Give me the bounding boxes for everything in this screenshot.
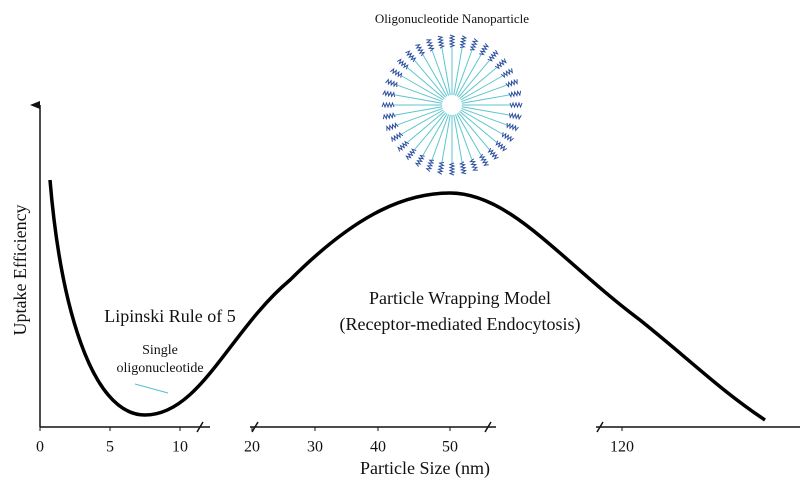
strand-end — [397, 140, 410, 152]
strand-end — [509, 112, 522, 121]
x-tick-label: 30 — [307, 439, 323, 456]
strand-end — [381, 101, 395, 109]
x-axis — [40, 421, 800, 433]
x-tick-label: 40 — [370, 439, 386, 456]
strand — [401, 75, 444, 101]
x-tick-label: 50 — [442, 439, 458, 456]
strand — [454, 50, 473, 96]
strand-end — [509, 101, 523, 109]
strand-end — [436, 162, 445, 175]
strand-end — [390, 131, 404, 142]
strand — [414, 112, 446, 150]
strand-end — [494, 58, 507, 70]
strand — [454, 114, 473, 160]
nanoparticle-label: Oligonucleotide Nanoparticle — [375, 11, 529, 26]
strand-end — [448, 34, 456, 48]
strand — [422, 54, 448, 97]
strand-end — [469, 38, 479, 51]
strand — [460, 109, 503, 135]
strand — [407, 67, 445, 99]
strand-end — [405, 50, 417, 63]
wrapping-label: Particle Wrapping Model — [369, 288, 551, 308]
strand-end — [382, 89, 395, 98]
strand-end — [479, 43, 490, 56]
strand — [401, 109, 444, 135]
strand — [441, 114, 451, 163]
strand — [461, 106, 510, 116]
strand-end — [405, 148, 417, 161]
uptake-curve — [48, 179, 766, 422]
strand-end — [382, 111, 396, 121]
strand-end — [487, 147, 499, 160]
x-axis-label: Particle Size (nm) — [360, 458, 490, 479]
lipinski-label: Lipinski Rule of 5 — [104, 306, 236, 326]
strand — [453, 47, 463, 96]
strand — [456, 113, 482, 156]
strand — [441, 47, 451, 96]
strand — [414, 60, 446, 98]
single-oligo — [134, 383, 169, 394]
strand-end — [414, 154, 425, 167]
x-tick-label: 10 — [172, 439, 188, 456]
strand-end — [508, 89, 522, 99]
strand — [461, 94, 510, 104]
strand-end — [505, 78, 518, 88]
strand — [460, 75, 503, 101]
strand — [397, 84, 443, 103]
strand-end — [396, 58, 409, 70]
strand-end — [425, 159, 435, 172]
strand — [394, 106, 443, 116]
strand — [453, 114, 463, 163]
strand-end — [487, 49, 499, 62]
strand — [459, 67, 497, 99]
strand-end — [448, 162, 456, 176]
strand-end — [459, 35, 468, 48]
strand-end — [469, 158, 479, 171]
strand — [422, 113, 448, 156]
strand-end — [500, 68, 514, 79]
strand-end — [501, 132, 514, 143]
x-tick-label: 5 — [106, 439, 114, 456]
strand-end — [458, 161, 468, 175]
strand-end — [390, 67, 403, 78]
strand-end — [385, 78, 398, 88]
strand-end — [506, 122, 519, 132]
strand — [461, 84, 507, 103]
single-label: Single — [142, 343, 178, 358]
strand — [461, 107, 507, 126]
strand — [407, 111, 445, 143]
y-axis-label: Uptake Efficiency — [10, 204, 30, 335]
strand-end — [495, 140, 508, 152]
strand-end — [425, 39, 435, 52]
single-label: oligonucleotide — [116, 361, 203, 376]
strand — [394, 94, 443, 104]
strand — [458, 112, 490, 150]
strand — [431, 114, 450, 160]
strand-end — [415, 43, 426, 57]
x-tick-label: 120 — [610, 439, 634, 456]
x-tick-label: 0 — [36, 439, 44, 456]
strand — [456, 54, 482, 97]
strand-end — [478, 153, 489, 167]
strand — [458, 60, 490, 98]
x-tick-label: 20 — [244, 439, 260, 456]
strand — [397, 107, 443, 126]
wrapping-label: (Receptor-mediated Endocytosis) — [339, 314, 580, 335]
strand-end — [436, 35, 446, 49]
strand — [459, 111, 497, 143]
strand-end — [386, 122, 399, 132]
nanoparticle — [381, 34, 523, 176]
strand — [431, 50, 450, 96]
